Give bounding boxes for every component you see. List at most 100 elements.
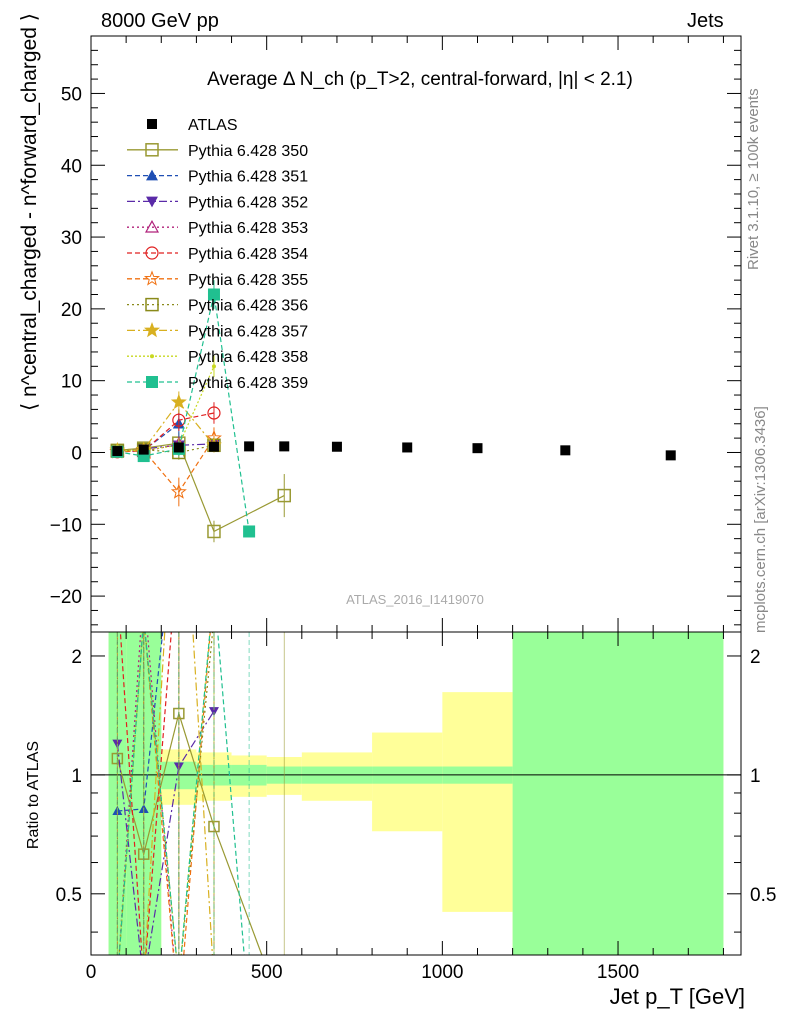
y-axis-label: ⟨ n^central_charged - n^forward_charged … bbox=[18, 13, 41, 411]
series-point-10-3 bbox=[207, 288, 220, 301]
ratio-tick-label-left-1: 1 bbox=[71, 766, 82, 787]
atlas-point-3 bbox=[208, 441, 219, 452]
series-point-9-3 bbox=[211, 364, 216, 369]
atlas-point-9 bbox=[560, 445, 571, 456]
ratio-point-7-1 bbox=[139, 613, 149, 623]
series-line-3 bbox=[117, 443, 214, 452]
series-line-6 bbox=[117, 437, 215, 493]
ratio-point-6-1 bbox=[138, 612, 149, 623]
ratio-line-8 bbox=[144, 632, 213, 955]
ratio-point-7-0 bbox=[112, 976, 122, 986]
legend-marker-6 bbox=[143, 270, 161, 286]
reference-points bbox=[112, 441, 676, 461]
ratio-line-3 bbox=[116, 710, 215, 955]
ratio-point-8-0 bbox=[112, 975, 124, 986]
atlas-point-10 bbox=[665, 450, 676, 461]
ratio-point-1-4 bbox=[279, 1010, 289, 1020]
ratio-point-9-3 bbox=[212, 584, 216, 588]
atlas-point-6 bbox=[331, 441, 342, 452]
chart-title: Average Δ N_ch (p_T>2, central-forward, … bbox=[207, 69, 633, 90]
atlas-point-0 bbox=[112, 446, 123, 457]
main-series bbox=[109, 280, 291, 543]
atlas-point-8 bbox=[472, 443, 483, 454]
frames bbox=[90, 35, 742, 956]
atlas-point-7 bbox=[402, 442, 413, 453]
ratio-point-5-1 bbox=[139, 976, 149, 986]
ratio-tick-label-left-2: 2 bbox=[71, 647, 82, 668]
ratio-point-9-2 bbox=[177, 979, 181, 983]
chart-texts: Average Δ N_ch (p_T>2, central-forward, … bbox=[18, 13, 745, 1009]
y-tick-label-0: −20 bbox=[50, 587, 82, 608]
series-line-5 bbox=[117, 412, 215, 453]
legend: ATLAS Pythia 6.428 350 Pythia 6.428 351 Pyt… bbox=[127, 117, 308, 392]
legend-label-5: Pythia 6.428 354 bbox=[188, 246, 308, 263]
x-tick-label-2: 1000 bbox=[421, 962, 463, 983]
y-tick-label-1: −10 bbox=[50, 515, 82, 536]
ratio-point-4-2 bbox=[174, 1010, 184, 1019]
legend-marker-2 bbox=[146, 169, 158, 181]
legend-label-7: Pythia 6.428 356 bbox=[188, 298, 308, 315]
ratio-point-5-3 bbox=[209, 581, 219, 591]
x-tick-label-0: 0 bbox=[86, 962, 97, 983]
legend-label-8: Pythia 6.428 357 bbox=[188, 323, 308, 340]
ratio-point-10-0 bbox=[112, 976, 122, 986]
series-line-9 bbox=[117, 366, 215, 452]
series-point-8-2 bbox=[170, 393, 187, 410]
series-point-1-3 bbox=[207, 524, 221, 539]
y-tick-label-4: 20 bbox=[61, 300, 82, 321]
series-line-10 bbox=[117, 294, 250, 532]
x-axis-label: Jet p_T [GeV] bbox=[610, 984, 745, 1009]
atlas-point-5 bbox=[279, 441, 290, 452]
legend-marker-4 bbox=[144, 219, 160, 233]
series-point-10-4 bbox=[243, 525, 256, 538]
legend-label-atlas: ATLAS bbox=[188, 117, 238, 134]
series-point-1-4 bbox=[277, 488, 291, 503]
header-right: Jets bbox=[687, 10, 724, 32]
ratio-point-3-1 bbox=[139, 977, 149, 986]
ratio-point-6-2 bbox=[173, 1009, 184, 1020]
legend-label-10: Pythia 6.428 359 bbox=[188, 375, 308, 392]
ratio-point-10-2 bbox=[174, 976, 184, 986]
x-tick-label-3: 1500 bbox=[597, 962, 639, 983]
series-point-5-3 bbox=[207, 406, 221, 420]
ratio-line-5 bbox=[119, 632, 172, 955]
ratio-frame bbox=[90, 631, 742, 956]
ratio-line-10 bbox=[118, 632, 245, 955]
ratio-point-3-3 bbox=[208, 707, 219, 717]
ratio-tick-label-right-0: 0.5 bbox=[750, 885, 776, 906]
ratio-axis-label: Ratio to ATLAS bbox=[25, 741, 42, 849]
ratio-line-4 bbox=[118, 632, 175, 955]
y-tick-label-3: 10 bbox=[61, 372, 82, 393]
atlas-point-1 bbox=[138, 444, 149, 455]
watermark: ATLAS_2016_I1419070 bbox=[346, 592, 484, 607]
ratio-point-9-0 bbox=[115, 979, 119, 983]
legend-marker-5 bbox=[145, 246, 159, 260]
legend-label-2: Pythia 6.428 351 bbox=[188, 169, 308, 186]
ratio-point-4-0 bbox=[112, 976, 122, 985]
ratio-bands bbox=[91, 632, 741, 955]
ratio-point-8-1 bbox=[138, 975, 149, 986]
ratio-point-6-3 bbox=[208, 580, 219, 591]
ratio-point-8-3 bbox=[208, 975, 219, 986]
ratio-point-9-1 bbox=[142, 616, 146, 620]
legend-marker-10 bbox=[146, 376, 158, 388]
ratio-point-6-0 bbox=[112, 975, 124, 986]
series-line-8 bbox=[117, 401, 215, 451]
ratio-tick-label-left-0: 0.5 bbox=[56, 885, 82, 906]
ratio-point-4-1 bbox=[139, 581, 149, 590]
ratio-point-5-0 bbox=[112, 581, 122, 591]
legend-marker-7 bbox=[145, 297, 159, 312]
ratio-tick-label-right-1: 1 bbox=[750, 766, 761, 787]
ratio-point-10-3 bbox=[209, 581, 219, 591]
yellow-band-8 bbox=[442, 692, 513, 912]
legend-marker-3 bbox=[146, 196, 158, 208]
ratio-point-10-1 bbox=[139, 613, 149, 623]
legend-label-1: Pythia 6.428 350 bbox=[188, 143, 308, 160]
legend-marker-9 bbox=[150, 354, 154, 359]
legend-label-3: Pythia 6.428 352 bbox=[188, 194, 308, 211]
legend-marker-atlas bbox=[147, 119, 157, 129]
atlas-point-4 bbox=[244, 441, 255, 452]
header-left: 8000 GeV pp bbox=[101, 10, 219, 32]
ratio-tick-label-right-2: 2 bbox=[750, 647, 761, 668]
